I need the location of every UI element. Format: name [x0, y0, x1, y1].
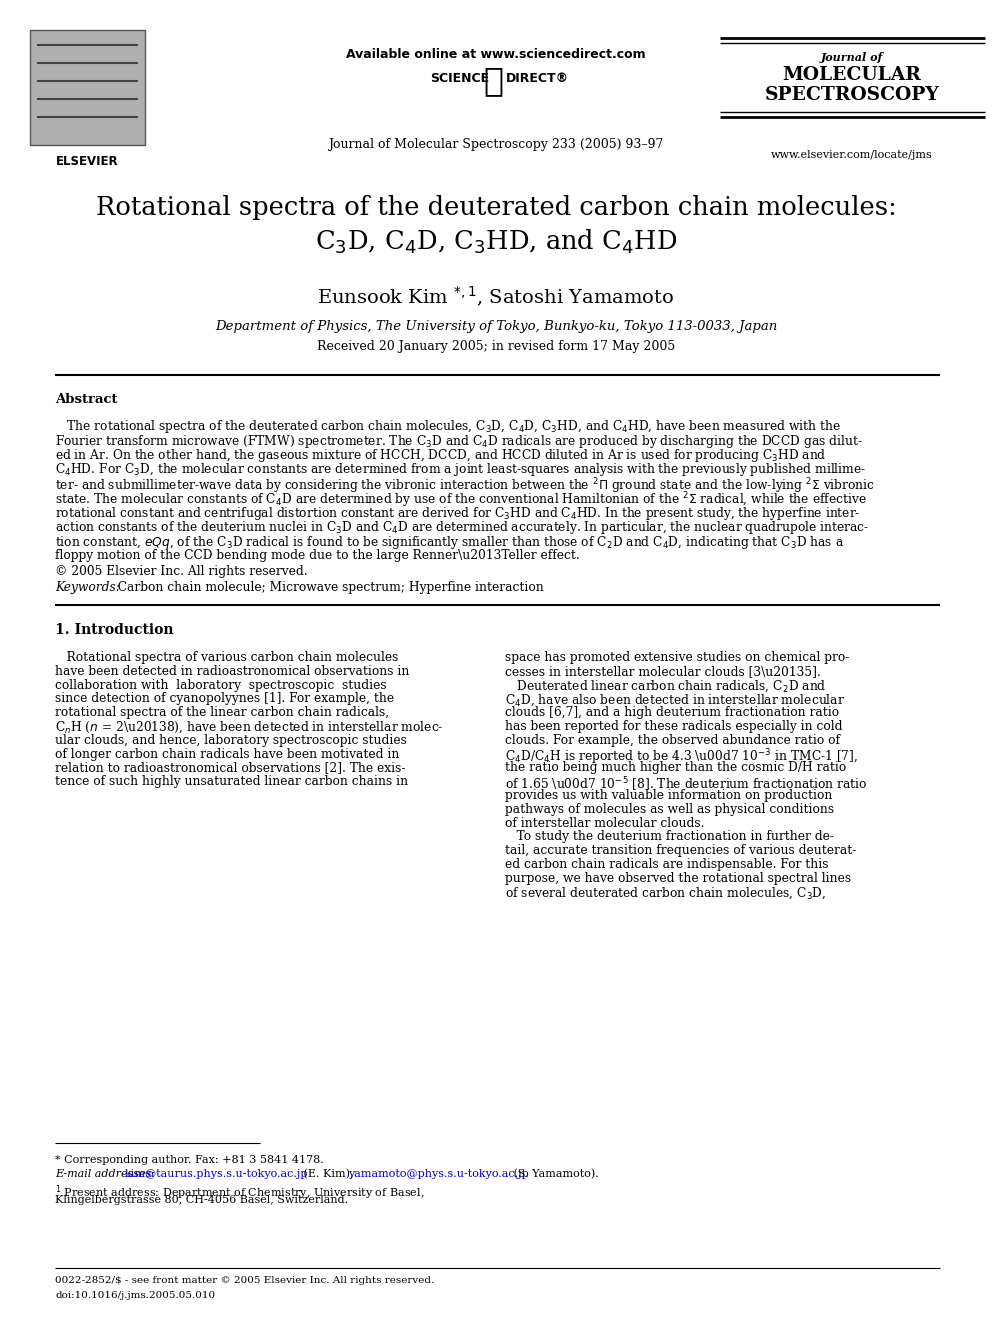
FancyBboxPatch shape: [30, 30, 145, 146]
Text: C$_4$HD. For C$_3$D, the molecular constants are determined from a joint least-s: C$_4$HD. For C$_3$D, the molecular const…: [55, 462, 866, 479]
Text: Received 20 January 2005; in revised form 17 May 2005: Received 20 January 2005; in revised for…: [316, 340, 676, 353]
Text: © 2005 Elsevier Inc. All rights reserved.: © 2005 Elsevier Inc. All rights reserved…: [55, 565, 308, 578]
Text: since detection of cyanopolyynes [1]. For example, the: since detection of cyanopolyynes [1]. Fo…: [55, 692, 394, 705]
Text: have been detected in radioastronomical observations in: have been detected in radioastronomical …: [55, 664, 410, 677]
Text: purpose, we have observed the rotational spectral lines: purpose, we have observed the rotational…: [505, 872, 851, 885]
Text: doi:10.1016/j.jms.2005.05.010: doi:10.1016/j.jms.2005.05.010: [55, 1291, 215, 1301]
Text: kim@taurus.phys.s.u-tokyo.ac.jp: kim@taurus.phys.s.u-tokyo.ac.jp: [125, 1170, 309, 1179]
Text: Deuterated linear carbon chain radicals, C$_2$D and: Deuterated linear carbon chain radicals,…: [505, 679, 826, 695]
Text: tail, accurate transition frequencies of various deuterat-: tail, accurate transition frequencies of…: [505, 844, 856, 857]
Text: C$_n$H ($n$ = 2\u20138), have been detected in interstellar molec-: C$_n$H ($n$ = 2\u20138), have been detec…: [55, 720, 443, 736]
Text: relation to radioastronomical observations [2]. The exis-: relation to radioastronomical observatio…: [55, 762, 406, 774]
Text: 1. Introduction: 1. Introduction: [55, 623, 174, 636]
Text: of longer carbon chain radicals have been motivated in: of longer carbon chain radicals have bee…: [55, 747, 400, 761]
Text: of interstellar molecular clouds.: of interstellar molecular clouds.: [505, 816, 704, 830]
Text: ter- and submillimeter-wave data by considering the vibronic interaction between: ter- and submillimeter-wave data by cons…: [55, 476, 875, 496]
Text: C$_3$D, C$_4$D, C$_3$HD, and C$_4$HD: C$_3$D, C$_4$D, C$_3$HD, and C$_4$HD: [314, 228, 678, 257]
Text: MOLECULAR: MOLECULAR: [783, 66, 922, 83]
Text: Carbon chain molecule; Microwave spectrum; Hyperfine interaction: Carbon chain molecule; Microwave spectru…: [110, 581, 544, 594]
Text: the ratio being much higher than the cosmic D/H ratio: the ratio being much higher than the cos…: [505, 762, 846, 774]
Text: yamamoto@phys.s.u-tokyo.ac.jp: yamamoto@phys.s.u-tokyo.ac.jp: [348, 1170, 529, 1179]
Text: $^1$ Present address: Department of Chemistry, University of Basel,: $^1$ Present address: Department of Chem…: [55, 1183, 425, 1201]
Text: (S. Yamamoto).: (S. Yamamoto).: [510, 1170, 599, 1179]
Text: has been reported for these radicals especially in cold: has been reported for these radicals esp…: [505, 720, 842, 733]
Text: ular clouds, and hence, laboratory spectroscopic studies: ular clouds, and hence, laboratory spect…: [55, 734, 407, 746]
Text: of 1.65 \u00d7 10$^{-5}$ [8]. The deuterium fractionation ratio: of 1.65 \u00d7 10$^{-5}$ [8]. The deuter…: [505, 775, 867, 794]
Text: Rotational spectra of the deuterated carbon chain molecules:: Rotational spectra of the deuterated car…: [95, 194, 897, 220]
Text: E-mail addresses:: E-mail addresses:: [55, 1170, 156, 1179]
Text: The rotational spectra of the deuterated carbon chain molecules, C$_3$D, C$_4$D,: The rotational spectra of the deuterated…: [55, 418, 841, 435]
Text: (E. Kim),: (E. Kim),: [300, 1170, 353, 1179]
Text: SCIENCE: SCIENCE: [430, 71, 489, 85]
Text: cesses in interstellar molecular clouds [3\u20135].: cesses in interstellar molecular clouds …: [505, 664, 820, 677]
Text: tion constant, $eQq$, of the C$_3$D radical is found to be significantly smaller: tion constant, $eQq$, of the C$_3$D radi…: [55, 534, 844, 550]
Text: Journal of Molecular Spectroscopy 233 (2005) 93–97: Journal of Molecular Spectroscopy 233 (2…: [328, 138, 664, 151]
Text: Klingelbergstrasse 80, CH-4056 Basel, Switzerland.: Klingelbergstrasse 80, CH-4056 Basel, Sw…: [55, 1195, 348, 1205]
Text: collaboration with  laboratory  spectroscopic  studies: collaboration with laboratory spectrosco…: [55, 679, 387, 692]
Text: 0022-2852/$ - see front matter © 2005 Elsevier Inc. All rights reserved.: 0022-2852/$ - see front matter © 2005 El…: [55, 1275, 434, 1285]
Text: SPECTROSCOPY: SPECTROSCOPY: [765, 86, 939, 105]
Text: Eunsook Kim $^{*,1}$, Satoshi Yamamoto: Eunsook Kim $^{*,1}$, Satoshi Yamamoto: [317, 284, 675, 310]
Text: ⓐ: ⓐ: [483, 64, 503, 97]
Text: C$_4$D/C$_4$H is reported to be 4.3 \u00d7 10$^{-3}$ in TMC-1 [7],: C$_4$D/C$_4$H is reported to be 4.3 \u00…: [505, 747, 858, 767]
Text: DIRECT®: DIRECT®: [506, 71, 569, 85]
Text: Abstract: Abstract: [55, 393, 117, 406]
Text: * Corresponding author. Fax: +81 3 5841 4178.: * Corresponding author. Fax: +81 3 5841 …: [55, 1155, 323, 1166]
Text: action constants of the deuterium nuclei in C$_3$D and C$_4$D are determined acc: action constants of the deuterium nuclei…: [55, 520, 869, 537]
Text: ed in Ar. On the other hand, the gaseous mixture of HCCH, DCCD, and HCCD diluted: ed in Ar. On the other hand, the gaseous…: [55, 447, 826, 464]
Text: pathways of molecules as well as physical conditions: pathways of molecules as well as physica…: [505, 803, 834, 816]
Text: floppy motion of the CCD bending mode due to the large Renner\u2013Teller effect: floppy motion of the CCD bending mode du…: [55, 549, 579, 561]
Text: clouds [6,7], and a high deuterium fractionation ratio: clouds [6,7], and a high deuterium fract…: [505, 706, 839, 720]
Text: C$_4$D, have also been detected in interstellar molecular: C$_4$D, have also been detected in inter…: [505, 692, 845, 708]
Text: ELSEVIER: ELSEVIER: [56, 155, 118, 168]
Text: To study the deuterium fractionation in further de-: To study the deuterium fractionation in …: [505, 831, 834, 843]
Text: tence of such highly unsaturated linear carbon chains in: tence of such highly unsaturated linear …: [55, 775, 408, 789]
Text: provides us with valuable information on production: provides us with valuable information on…: [505, 789, 832, 802]
Text: Journal of: Journal of: [820, 52, 883, 64]
Text: Available online at www.sciencedirect.com: Available online at www.sciencedirect.co…: [346, 48, 646, 61]
Text: rotational constant and centrifugal distortion constant are derived for C$_3$HD : rotational constant and centrifugal dist…: [55, 505, 861, 523]
Text: rotational spectra of the linear carbon chain radicals,: rotational spectra of the linear carbon …: [55, 706, 389, 720]
Text: state. The molecular constants of C$_4$D are determined by use of the convention: state. The molecular constants of C$_4$D…: [55, 491, 867, 511]
Text: of several deuterated carbon chain molecules, C$_3$D,: of several deuterated carbon chain molec…: [505, 885, 826, 901]
Text: Keywords:: Keywords:: [55, 581, 120, 594]
Text: Department of Physics, The University of Tokyo, Bunkyo-ku, Tokyo 113-0033, Japan: Department of Physics, The University of…: [215, 320, 777, 333]
Text: clouds. For example, the observed abundance ratio of: clouds. For example, the observed abunda…: [505, 734, 840, 746]
Text: ed carbon chain radicals are indispensable. For this: ed carbon chain radicals are indispensab…: [505, 859, 828, 871]
Text: Fourier transform microwave (FTMW) spectrometer. The C$_3$D and C$_4$D radicals : Fourier transform microwave (FTMW) spect…: [55, 433, 863, 450]
Text: space has promoted extensive studies on chemical pro-: space has promoted extensive studies on …: [505, 651, 849, 664]
Text: www.elsevier.com/locate/jms: www.elsevier.com/locate/jms: [771, 149, 932, 160]
Text: Rotational spectra of various carbon chain molecules: Rotational spectra of various carbon cha…: [55, 651, 399, 664]
